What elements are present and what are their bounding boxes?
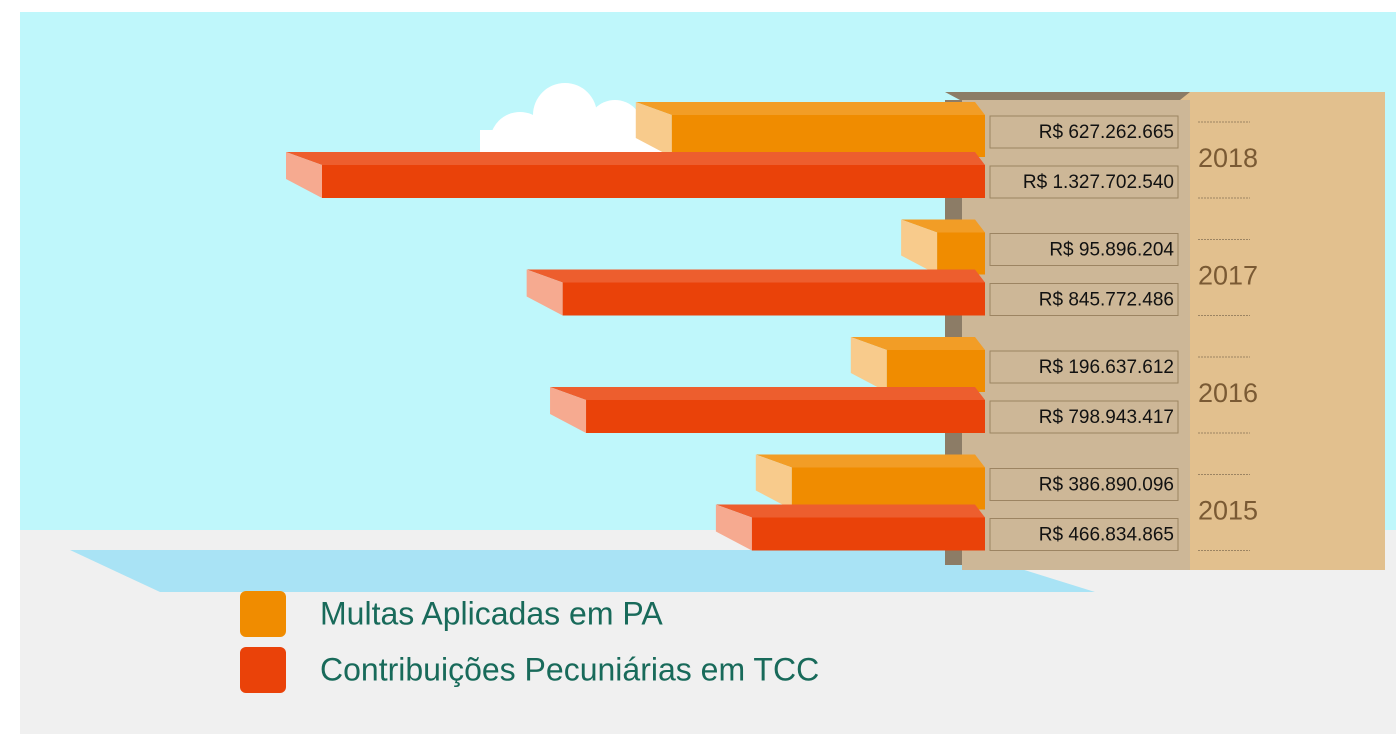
value-label: R$ 466.834.865 — [1039, 525, 1174, 546]
pool — [70, 550, 1095, 592]
building — [962, 100, 1190, 570]
bar — [672, 115, 985, 157]
legend-label: Multas Aplicadas em PA — [320, 595, 663, 631]
bar — [887, 350, 985, 392]
value-label: R$ 845.772.486 — [1039, 290, 1174, 311]
legend-swatch — [240, 591, 286, 637]
bar — [563, 283, 985, 316]
value-label: R$ 798.943.417 — [1039, 407, 1174, 428]
bar-top — [756, 455, 985, 468]
value-label: R$ 627.262.665 — [1039, 122, 1174, 143]
year-label: 2015 — [1198, 496, 1258, 526]
chart: R$ 627.262.665 R$ 1.327.702.540 2018 R$ 95.… — [0, 0, 1396, 734]
value-label: R$ 95.896.204 — [1049, 240, 1174, 261]
bar-top — [527, 270, 985, 283]
legend-label: Contribuições Pecuniárias em TCC — [320, 651, 819, 687]
bar-top — [716, 505, 985, 518]
bar-top — [550, 387, 985, 400]
year-label: 2018 — [1198, 143, 1258, 173]
bar — [937, 233, 985, 275]
legend-swatch — [240, 647, 286, 693]
bar — [752, 518, 985, 551]
value-label: R$ 386.890.096 — [1039, 475, 1174, 496]
year-label: 2017 — [1198, 261, 1258, 291]
year-label: 2016 — [1198, 378, 1258, 408]
bar — [586, 400, 985, 433]
bar-top — [636, 102, 985, 115]
bar — [322, 165, 985, 198]
bar — [792, 468, 985, 510]
value-label: R$ 1.327.702.540 — [1023, 172, 1174, 193]
value-label: R$ 196.637.612 — [1039, 357, 1174, 378]
bar-top — [286, 152, 985, 165]
building-roof — [945, 92, 1190, 100]
